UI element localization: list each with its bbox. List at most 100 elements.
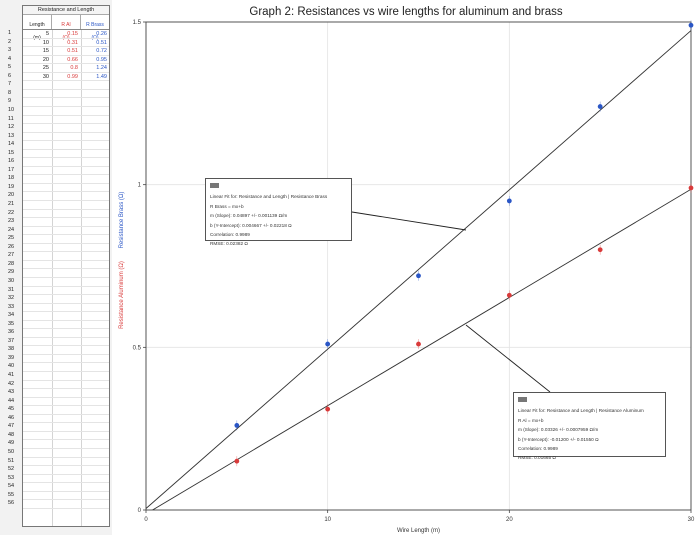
row-number[interactable]: 15 <box>8 149 15 156</box>
data-point-aluminum[interactable] <box>506 292 512 298</box>
data-point-brass[interactable] <box>506 198 512 204</box>
row-number[interactable]: 45 <box>8 406 15 413</box>
data-point-aluminum[interactable] <box>597 247 603 253</box>
data-point-aluminum[interactable] <box>234 458 240 464</box>
row-number[interactable]: 51 <box>8 457 15 464</box>
row-number[interactable]: 24 <box>8 226 15 233</box>
cell-r-brass[interactable]: 1.24 <box>96 65 107 72</box>
cell-r-brass[interactable]: 0.95 <box>96 56 107 63</box>
row-number[interactable]: 49 <box>8 440 15 447</box>
cell-length[interactable]: 25 <box>42 65 49 72</box>
row-number[interactable]: 43 <box>8 389 15 396</box>
row-number[interactable]: 28 <box>8 260 15 267</box>
row-number[interactable]: 20 <box>8 192 15 199</box>
row-number[interactable]: 52 <box>8 466 15 473</box>
data-point-aluminum[interactable] <box>416 341 421 347</box>
row-number[interactable]: 11 <box>8 115 14 122</box>
row-number[interactable]: 8 <box>8 89 12 96</box>
row-number[interactable]: 1 <box>8 30 12 36</box>
column-divider <box>81 30 82 526</box>
column-header-r-brass[interactable]: R Brass (Ω) <box>81 15 109 41</box>
cell-length[interactable]: 10 <box>42 39 49 46</box>
cell-r-brass[interactable]: 0.51 <box>96 39 107 46</box>
row-number[interactable]: 33 <box>8 303 15 310</box>
data-point-brass[interactable] <box>234 423 240 428</box>
row-number[interactable]: 5 <box>8 64 12 71</box>
row-number[interactable]: 46 <box>8 414 15 421</box>
row-number[interactable]: 21 <box>8 201 15 207</box>
fit-correlation: Correlation: 0.9989 <box>210 232 250 238</box>
row-number[interactable]: 38 <box>8 346 15 353</box>
row-number[interactable]: 17 <box>8 166 15 173</box>
row-number[interactable]: 32 <box>8 295 15 302</box>
row-number[interactable]: 6 <box>8 72 12 79</box>
column-header-length[interactable]: Length (m) <box>23 15 52 41</box>
row-number[interactable]: 35 <box>8 320 15 327</box>
row-number[interactable]: 14 <box>8 141 15 148</box>
data-point-brass[interactable] <box>325 341 331 347</box>
data-point-brass[interactable] <box>416 273 421 279</box>
row-divider <box>23 413 109 415</box>
row-number[interactable]: 16 <box>8 158 15 165</box>
row-number[interactable]: 56 <box>8 500 15 507</box>
row-number[interactable]: 12 <box>8 124 15 131</box>
row-number[interactable]: 7 <box>8 81 12 88</box>
row-divider <box>23 200 109 201</box>
row-number[interactable]: 4 <box>8 55 12 62</box>
row-number[interactable]: 27 <box>8 252 15 259</box>
row-number[interactable]: 10 <box>8 106 15 113</box>
cell-r-brass[interactable]: 0.72 <box>96 48 107 55</box>
y-axis-label-aluminum: Resistance Aluminum (Ω) <box>119 261 125 329</box>
cell-r-al[interactable]: 0.99 <box>67 73 78 80</box>
cell-r-al[interactable]: 0.8 <box>70 65 78 72</box>
row-number[interactable]: 48 <box>8 431 15 438</box>
data-point-aluminum[interactable] <box>325 406 331 412</box>
row-number[interactable]: 25 <box>8 235 15 242</box>
row-number[interactable]: 50 <box>8 448 15 455</box>
linear-fit-box-aluminum[interactable]: Linear Fit for: Resistance and Length | … <box>513 392 666 460</box>
row-number[interactable]: 19 <box>8 183 15 190</box>
row-number[interactable]: 23 <box>8 218 15 225</box>
row-number[interactable]: 44 <box>8 397 15 404</box>
linear-fit-box-brass[interactable]: Linear Fit for: Resistance and Length | … <box>205 178 352 246</box>
row-number[interactable]: 39 <box>8 354 15 361</box>
cell-r-al[interactable]: 0.15 <box>67 31 78 37</box>
row-number[interactable]: 36 <box>8 329 15 336</box>
cell-r-al[interactable]: 0.51 <box>67 48 78 55</box>
row-number[interactable]: 3 <box>8 47 12 54</box>
row-number[interactable]: 29 <box>8 269 15 276</box>
data-point-aluminum[interactable] <box>688 185 694 191</box>
row-number[interactable]: 9 <box>8 98 12 105</box>
data-table[interactable]: Resistance and Length Length (m) R Al (Ω… <box>22 5 110 527</box>
row-number[interactable]: 37 <box>8 337 15 344</box>
row-number[interactable]: 47 <box>8 423 15 430</box>
row-number[interactable]: 40 <box>8 363 15 370</box>
cell-length[interactable]: 15 <box>42 48 49 55</box>
row-number[interactable]: 55 <box>8 491 15 498</box>
row-number[interactable]: 22 <box>8 209 15 216</box>
row-number[interactable]: 26 <box>8 243 15 250</box>
cell-r-brass[interactable]: 1.49 <box>96 73 107 80</box>
row-divider <box>23 379 109 381</box>
row-number[interactable]: 34 <box>8 312 15 319</box>
row-number[interactable]: 42 <box>8 380 15 387</box>
cell-length[interactable]: 20 <box>42 56 49 63</box>
column-header-r-al[interactable]: R Al (Ω) <box>52 15 81 41</box>
row-number[interactable]: 30 <box>8 277 15 284</box>
row-number[interactable]: 2 <box>8 38 12 45</box>
row-number[interactable]: 54 <box>8 483 15 490</box>
row-number[interactable]: 31 <box>8 286 15 293</box>
cell-length[interactable]: 30 <box>42 73 49 80</box>
cell-r-brass[interactable]: 0.26 <box>96 31 107 37</box>
row-number[interactable]: 41 <box>8 372 15 378</box>
fit-box-menu-icon[interactable] <box>518 397 527 402</box>
cell-r-al[interactable]: 0.31 <box>67 39 78 46</box>
row-number[interactable]: 53 <box>8 474 15 481</box>
cell-length[interactable]: 5 <box>45 31 49 37</box>
cell-r-al[interactable]: 0.66 <box>67 56 78 63</box>
data-point-brass[interactable] <box>688 22 694 28</box>
row-number[interactable]: 18 <box>8 175 15 182</box>
fit-box-menu-icon[interactable] <box>210 183 219 188</box>
row-number[interactable]: 13 <box>8 132 15 139</box>
data-point-brass[interactable] <box>597 104 603 109</box>
